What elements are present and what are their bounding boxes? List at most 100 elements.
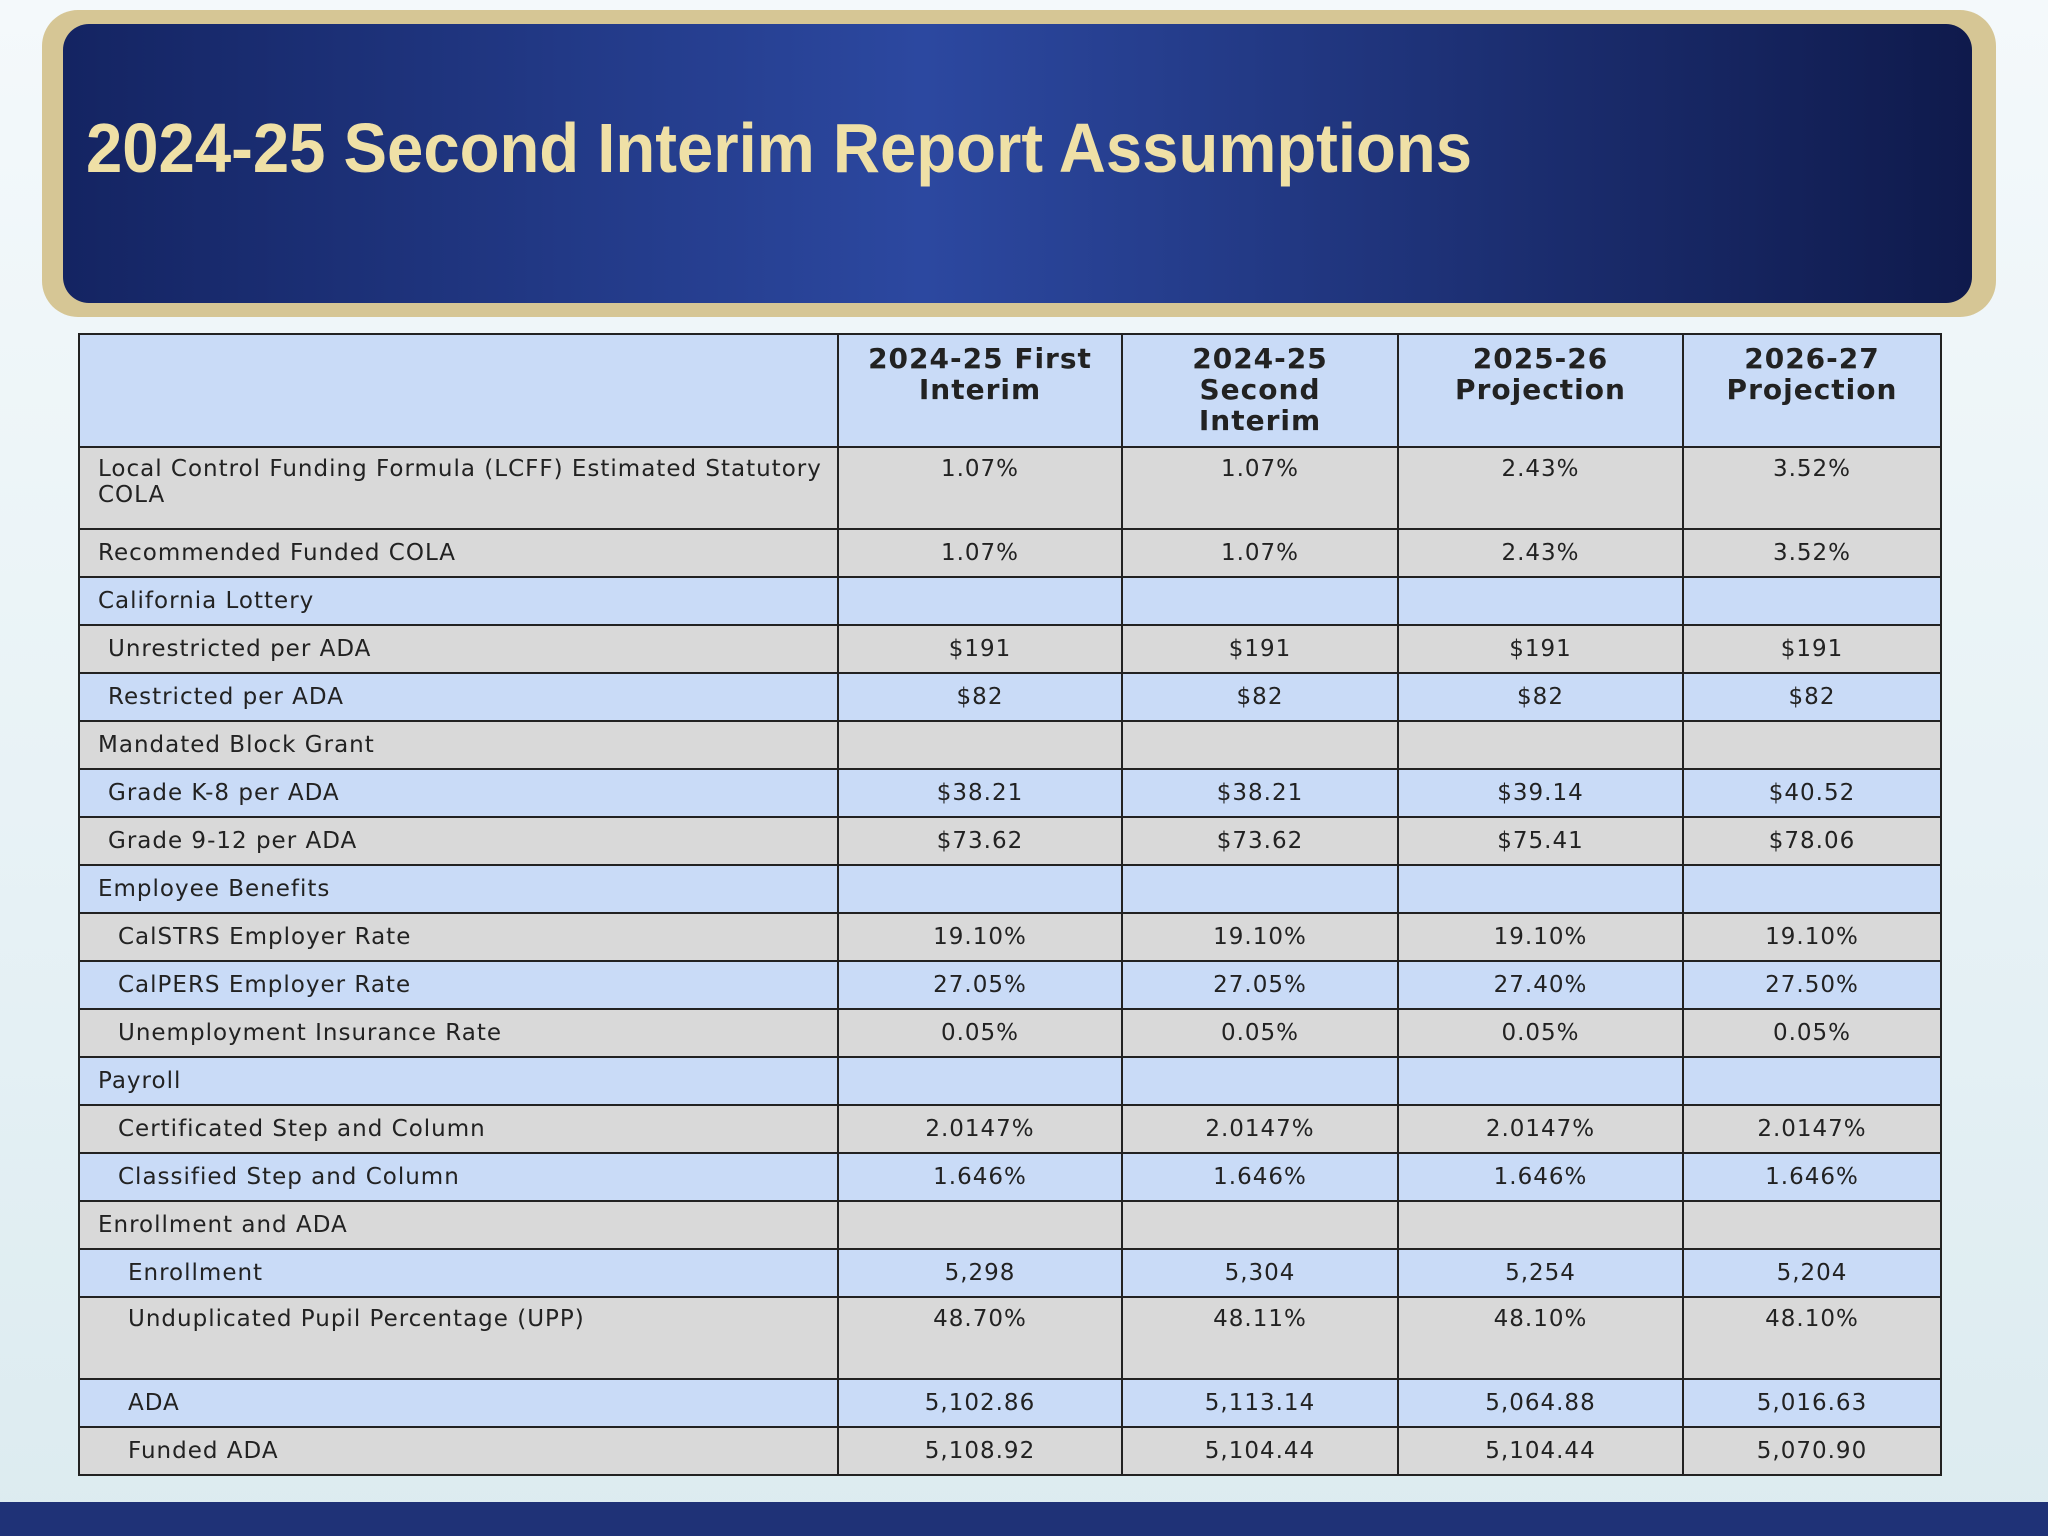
value-cell: 1.07%: [1121, 528, 1399, 578]
value-cell: 5,113.14: [1121, 1378, 1399, 1428]
value-cell: 5,016.63: [1682, 1378, 1942, 1428]
value-cell: 5,298: [837, 1248, 1123, 1298]
value-cell: 1.07%: [837, 446, 1123, 530]
value-cell: 5,304: [1121, 1248, 1399, 1298]
row-label: Unemployment Insurance Rate: [78, 1008, 839, 1058]
value-cell: [1682, 1056, 1942, 1106]
value-cell: $78.06: [1682, 816, 1942, 866]
row-label: Funded ADA: [78, 1426, 839, 1476]
value-cell: 27.40%: [1397, 960, 1684, 1010]
column-header: 2025-26 Projection: [1397, 333, 1684, 448]
value-cell: 2.43%: [1397, 528, 1684, 578]
table-row: Enrollment and ADA: [78, 1200, 1942, 1250]
value-cell: 3.52%: [1682, 446, 1942, 530]
table-row: ADA 5,102.86 5,113.14 5,064.88 5,016.63: [78, 1378, 1942, 1428]
value-cell: [1682, 576, 1942, 626]
title-banner: 2024-25 Second Interim Report Assumption…: [42, 10, 1996, 317]
value-cell: 48.70%: [837, 1296, 1123, 1380]
value-cell: 1.646%: [1682, 1152, 1942, 1202]
row-label: Unrestricted per ADA: [78, 624, 839, 674]
value-cell: $82: [1682, 672, 1942, 722]
slide-title: 2024-25 Second Interim Report Assumption…: [86, 109, 1472, 187]
value-cell: 19.10%: [1397, 912, 1684, 962]
value-cell: [1121, 720, 1399, 770]
footer-bar: [0, 1502, 2048, 1536]
value-cell: 27.05%: [837, 960, 1123, 1010]
row-label: Local Control Funding Formula (LCFF) Est…: [78, 446, 839, 530]
table-row: Mandated Block Grant: [78, 720, 1942, 770]
table-row: Recommended Funded COLA 1.07% 1.07% 2.43% 3.…: [78, 528, 1942, 578]
column-header: 2024-25 First Interim: [837, 333, 1123, 448]
value-cell: 1.07%: [1121, 446, 1399, 530]
table-row: Employee Benefits: [78, 864, 1942, 914]
table-row: Unduplicated Pupil Percentage (UPP) 48.70…: [78, 1296, 1942, 1380]
table-row: Funded ADA 5,108.92 5,104.44 5,104.44 5,070.…: [78, 1426, 1942, 1476]
value-cell: [1397, 1056, 1684, 1106]
value-cell: $40.52: [1682, 768, 1942, 818]
banner-panel: [63, 24, 1972, 303]
value-cell: 27.05%: [1121, 960, 1399, 1010]
value-cell: [1121, 864, 1399, 914]
row-label: Enrollment: [78, 1248, 839, 1298]
table-row: CalSTRS Employer Rate 19.10% 19.10% 19.10% 1…: [78, 912, 1942, 962]
value-cell: $191: [1121, 624, 1399, 674]
table-row: Certificated Step and Column 2.0147% 2.014…: [78, 1104, 1942, 1154]
value-cell: 5,064.88: [1397, 1378, 1684, 1428]
row-label: Recommended Funded COLA: [78, 528, 839, 578]
row-label: Grade K-8 per ADA: [78, 768, 839, 818]
table-row: California Lottery: [78, 576, 1942, 626]
value-cell: 19.10%: [1682, 912, 1942, 962]
table-row: Unemployment Insurance Rate 0.05% 0.05% 0.0…: [78, 1008, 1942, 1058]
value-cell: $73.62: [1121, 816, 1399, 866]
value-cell: 2.0147%: [837, 1104, 1123, 1154]
value-cell: 5,070.90: [1682, 1426, 1942, 1476]
value-cell: $191: [837, 624, 1123, 674]
table-row: Unrestricted per ADA $191 $191 $191 $191: [78, 624, 1942, 674]
value-cell: 48.10%: [1682, 1296, 1942, 1380]
value-cell: 0.05%: [1682, 1008, 1942, 1058]
value-cell: 48.10%: [1397, 1296, 1684, 1380]
row-label: California Lottery: [78, 576, 839, 626]
value-cell: [1121, 576, 1399, 626]
row-label: Enrollment and ADA: [78, 1200, 839, 1250]
value-cell: 1.646%: [1397, 1152, 1684, 1202]
table-row: Grade K-8 per ADA $38.21 $38.21 $39.14 $40.5…: [78, 768, 1942, 818]
value-cell: [1121, 1200, 1399, 1250]
table-row: Enrollment 5,298 5,304 5,254 5,204: [78, 1248, 1942, 1298]
value-cell: 2.0147%: [1121, 1104, 1399, 1154]
value-cell: 2.0147%: [1682, 1104, 1942, 1154]
table-row: CalPERS Employer Rate 27.05% 27.05% 27.40% 2…: [78, 960, 1942, 1010]
value-cell: 2.43%: [1397, 446, 1684, 530]
value-cell: $38.21: [837, 768, 1123, 818]
value-cell: 1.646%: [837, 1152, 1123, 1202]
value-cell: [1682, 720, 1942, 770]
table-row: Payroll: [78, 1056, 1942, 1106]
value-cell: [1682, 1200, 1942, 1250]
row-label: ADA: [78, 1378, 839, 1428]
value-cell: 0.05%: [1121, 1008, 1399, 1058]
value-cell: [837, 720, 1123, 770]
row-label: CalPERS Employer Rate: [78, 960, 839, 1010]
value-cell: 5,104.44: [1121, 1426, 1399, 1476]
value-cell: 3.52%: [1682, 528, 1942, 578]
value-cell: 5,102.86: [837, 1378, 1123, 1428]
table-row: Local Control Funding Formula (LCFF) Est…: [78, 446, 1942, 530]
row-label: Classified Step and Column: [78, 1152, 839, 1202]
value-cell: 1.07%: [837, 528, 1123, 578]
value-cell: [837, 1200, 1123, 1250]
value-cell: 5,104.44: [1397, 1426, 1684, 1476]
value-cell: [1397, 864, 1684, 914]
value-cell: $191: [1397, 624, 1684, 674]
row-label: CalSTRS Employer Rate: [78, 912, 839, 962]
value-cell: [1397, 720, 1684, 770]
value-cell: 19.10%: [837, 912, 1123, 962]
row-label: Certificated Step and Column: [78, 1104, 839, 1154]
value-cell: $39.14: [1397, 768, 1684, 818]
value-cell: 48.11%: [1121, 1296, 1399, 1380]
value-cell: $75.41: [1397, 816, 1684, 866]
header-row: 2024-25 First Interim 2024-25 Second Inte…: [78, 333, 1942, 448]
value-cell: [1397, 576, 1684, 626]
value-cell: 19.10%: [1121, 912, 1399, 962]
assumptions-table: 2024-25 First Interim 2024-25 Second Inte…: [78, 333, 1942, 1476]
